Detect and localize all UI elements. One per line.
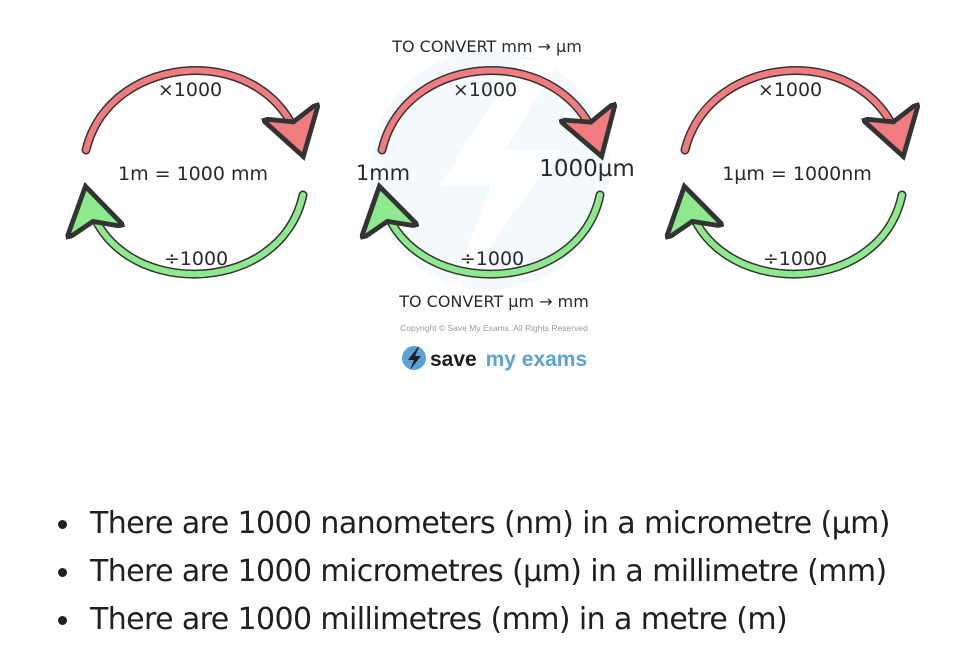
top-caption: TO CONVERT mm → µm: [391, 37, 582, 56]
fact-list: There are 1000 nanometers (nm) in a micr…: [58, 500, 890, 644]
list-item: There are 1000 nanometers (nm) in a micr…: [58, 500, 890, 548]
middle-conversion-cycle: TO CONVERT mm → µm ×1000 1mm 1000µm ÷100…: [356, 37, 635, 311]
copyright-text: Copyright © Save My Exams. All Rights Re…: [400, 323, 588, 333]
list-item: There are 1000 millimetres (mm) in a met…: [58, 596, 890, 644]
left-unit-label: 1mm: [356, 161, 410, 185]
divide-label: ÷1000: [763, 248, 827, 270]
svg-text:save my exams: save my exams: [430, 348, 587, 371]
unit-conversion-diagram: ×1000 1m = 1000 mm ÷1000 TO CONVERT mm →…: [0, 37, 972, 371]
right-unit-label: 1000µm: [539, 156, 635, 182]
brand-word-my: my: [486, 348, 517, 371]
equation-label: 1µm = 1000nm: [722, 163, 872, 185]
multiply-label: ×1000: [158, 79, 222, 101]
multiply-label: ×1000: [758, 79, 822, 101]
bottom-caption: TO CONVERT µm → mm: [398, 292, 589, 311]
save-my-exams-logo: save my exams: [402, 346, 587, 371]
multiply-label: ×1000: [453, 79, 517, 101]
divide-label: ÷1000: [164, 248, 228, 270]
right-conversion-cycle: ×1000 1µm = 1000nm ÷1000: [685, 66, 902, 279]
brand-word-save: save: [430, 348, 477, 371]
divide-label: ÷1000: [460, 248, 524, 270]
brand-word-exams: exams: [522, 348, 587, 371]
equation-label: 1m = 1000 mm: [118, 163, 268, 185]
watermark-bolt: [370, 50, 610, 300]
left-conversion-cycle: ×1000 1m = 1000 mm ÷1000: [86, 66, 303, 279]
list-item: There are 1000 micrometres (µm) in a mil…: [58, 548, 890, 596]
